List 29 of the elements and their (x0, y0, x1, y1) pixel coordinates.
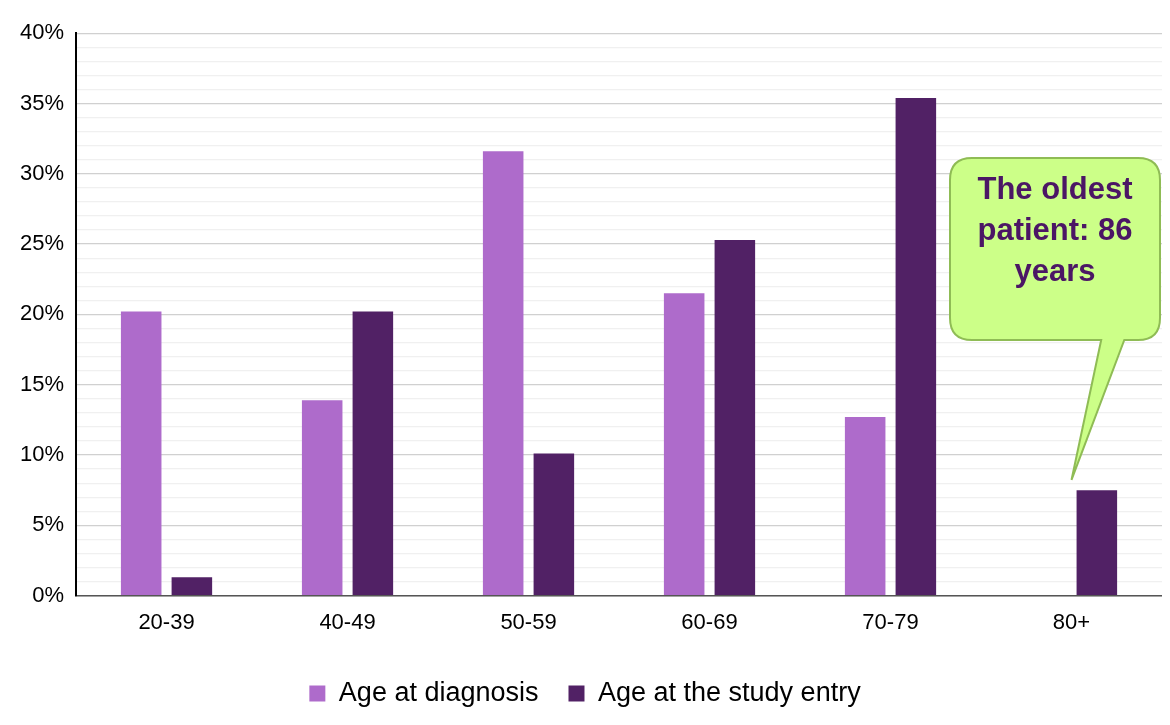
y-tick-label: 10% (19, 441, 65, 467)
bar (120, 311, 162, 595)
y-tick-label: 30% (19, 159, 65, 185)
y-tick-label: 5% (32, 511, 65, 537)
x-tick-label: 70-79 (862, 608, 919, 634)
y-tick-label: 20% (19, 300, 65, 326)
y-tick-label: 25% (19, 230, 65, 256)
y-tick-label: 40% (19, 19, 65, 45)
bar (171, 577, 213, 595)
bar (301, 400, 343, 595)
x-tick-label: 20-39 (138, 608, 195, 634)
x-tick-label: 40-49 (319, 608, 376, 634)
bar (663, 293, 705, 595)
bar (714, 239, 756, 595)
y-tick-label: 35% (19, 89, 65, 115)
x-tick-label: 50-59 (500, 608, 557, 634)
x-tick-label: 60-69 (681, 608, 738, 634)
y-tick-label: 0% (32, 581, 65, 607)
bar (844, 417, 886, 595)
legend-label: Age at diagnosis (338, 676, 539, 707)
bar (1076, 490, 1118, 595)
x-tick-label: 80+ (1052, 608, 1091, 634)
y-tick-label: 15% (19, 370, 65, 396)
annotation: The oldest patient: 86 years (976, 170, 1134, 291)
legend-label: Age at the study entry (597, 676, 862, 707)
bar (533, 453, 575, 595)
bar (895, 97, 937, 595)
bar (352, 311, 394, 595)
bar (482, 151, 524, 595)
